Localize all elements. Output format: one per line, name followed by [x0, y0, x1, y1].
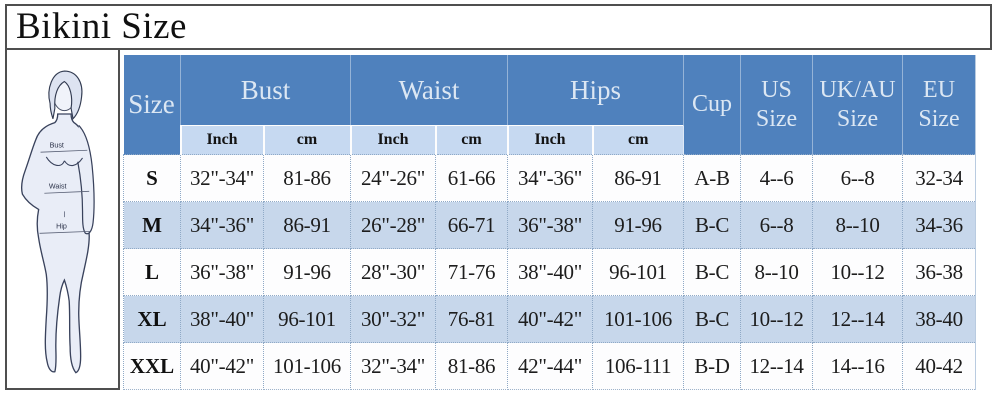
- size-cell: L: [123, 248, 181, 296]
- header-us-size: US Size: [740, 55, 813, 155]
- measurement-cell: 40-42: [902, 342, 977, 390]
- measurement-cell: 66-71: [434, 201, 509, 249]
- measurement-cell: 4--6: [740, 154, 814, 202]
- table-row: XXL 40"-42" 101-106 32"-34" 81-86 42"-44" 106-…: [123, 342, 977, 390]
- measurement-cell: 30"-32": [350, 295, 436, 343]
- measurement-cell: 106-111: [592, 342, 685, 390]
- measurement-cell: 40"-42": [180, 342, 264, 390]
- size-cell: S: [123, 154, 181, 202]
- measurement-cell: 38"-40": [180, 295, 264, 343]
- measurement-cell: B-C: [683, 295, 742, 343]
- measurement-cell: 61-66: [434, 154, 509, 202]
- size-cell: M: [123, 201, 181, 249]
- figure-box: Bust Waist Hip: [5, 48, 120, 390]
- bust-line: [40, 149, 88, 153]
- measurement-cell: 10--12: [740, 295, 814, 343]
- measurement-cell: 81-86: [434, 342, 509, 390]
- measurement-cell: 26"-28": [350, 201, 436, 249]
- size-cell: XXL: [123, 342, 181, 390]
- measurement-cell: 101-106: [592, 295, 685, 343]
- page-title: Bikini Size: [16, 5, 187, 47]
- header-hips: Hips: [507, 55, 684, 126]
- table-header: Size Bust Waist Hips Cup US Size UK/AU S…: [123, 55, 976, 155]
- measurement-cell: 14--16: [812, 342, 904, 390]
- figure-bust-curves: [45, 156, 83, 167]
- size-table-body: S 32"-34" 81-86 24"-26" 61-66 34"-36" 86-91 A-B…: [123, 154, 977, 390]
- woman-figure-illustration: Bust Waist Hip: [20, 70, 95, 374]
- subheader-hips-inch: Inch: [506, 125, 593, 155]
- measurement-cell: 24"-26": [350, 154, 436, 202]
- measurement-cell: 34-36: [902, 201, 977, 249]
- measurement-cell: 32"-34": [180, 154, 264, 202]
- bikini-size-table: Size Bust Waist Hips Cup US Size UK/AU S…: [123, 55, 977, 390]
- table-row: XL 38"-40" 96-101 30"-32" 76-81 40"-42" 101-10…: [123, 295, 977, 343]
- measurement-cell: B-D: [683, 342, 742, 390]
- measurement-cell: 101-106: [263, 342, 351, 390]
- subheader-hips-cm: cm: [591, 125, 684, 155]
- hip-line: [39, 231, 91, 234]
- measurement-cell: 6--8: [740, 201, 814, 249]
- measurement-cell: 91-96: [263, 248, 351, 296]
- table-row: L 36"-38" 91-96 28"-30" 71-76 38"-40" 96-101 B-…: [123, 248, 977, 296]
- measurement-cell: 28"-30": [350, 248, 436, 296]
- measurement-cell: 91-96: [592, 201, 685, 249]
- header-waist: Waist: [349, 55, 508, 126]
- measurement-cell: B-C: [683, 201, 742, 249]
- measurement-cell: 76-81: [434, 295, 509, 343]
- measurement-cell: 38"-40": [507, 248, 594, 296]
- measurement-cell: 38-40: [902, 295, 977, 343]
- measurement-cell: B-C: [683, 248, 742, 296]
- measurement-cell: 34"-36": [180, 201, 264, 249]
- measurement-cell: 86-91: [263, 201, 351, 249]
- measurement-cell: 86-91: [592, 154, 685, 202]
- header-size: Size: [123, 55, 181, 155]
- table-row: M 34"-36" 86-91 26"-28" 66-71 36"-38" 91-96 B-C…: [123, 201, 977, 249]
- header-cup: Cup: [683, 55, 741, 155]
- measurement-cell: 34"-36": [507, 154, 594, 202]
- measurement-cell: 40"-42": [507, 295, 594, 343]
- subheader-bust-cm: cm: [262, 125, 351, 155]
- waist-label: Waist: [49, 182, 67, 190]
- subheader-bust-inch: Inch: [179, 125, 264, 155]
- hip-label: Hip: [56, 223, 67, 231]
- measurement-cell: 12--14: [740, 342, 814, 390]
- header-bust: Bust: [180, 55, 351, 126]
- subheader-waist-inch: Inch: [349, 125, 436, 155]
- title-box: Bikini Size: [5, 4, 992, 50]
- measurement-cell: 12--14: [812, 295, 904, 343]
- measurement-cell: 10--12: [812, 248, 904, 296]
- table-row: S 32"-34" 81-86 24"-26" 61-66 34"-36" 86-91 A-B…: [123, 154, 977, 202]
- measurement-cell: 96-101: [263, 295, 351, 343]
- measurement-cell: 32-34: [902, 154, 977, 202]
- measurement-cell: 71-76: [434, 248, 509, 296]
- measurement-cell: 42"-44": [507, 342, 594, 390]
- measurement-cell: A-B: [683, 154, 742, 202]
- bust-label: Bust: [50, 141, 64, 149]
- measurement-cell: 8--10: [740, 248, 814, 296]
- waist-line: [44, 190, 90, 194]
- measurement-cell: 96-101: [592, 248, 685, 296]
- figure-arm: [77, 125, 95, 235]
- measurement-cell: 36"-38": [507, 201, 594, 249]
- measurement-cell: 32"-34": [350, 342, 436, 390]
- size-cell: XL: [123, 295, 181, 343]
- measurement-cell: 6--8: [812, 154, 904, 202]
- subheader-waist-cm: cm: [434, 125, 508, 155]
- figure-hair: [48, 70, 83, 120]
- header-eu-size: EU Size: [902, 55, 976, 155]
- measurement-cell: 36"-38": [180, 248, 264, 296]
- header-ukau-size: UK/AU Size: [812, 55, 903, 155]
- measurement-cell: 81-86: [263, 154, 351, 202]
- measurement-cell: 8--10: [812, 201, 904, 249]
- measurement-cell: 36-38: [902, 248, 977, 296]
